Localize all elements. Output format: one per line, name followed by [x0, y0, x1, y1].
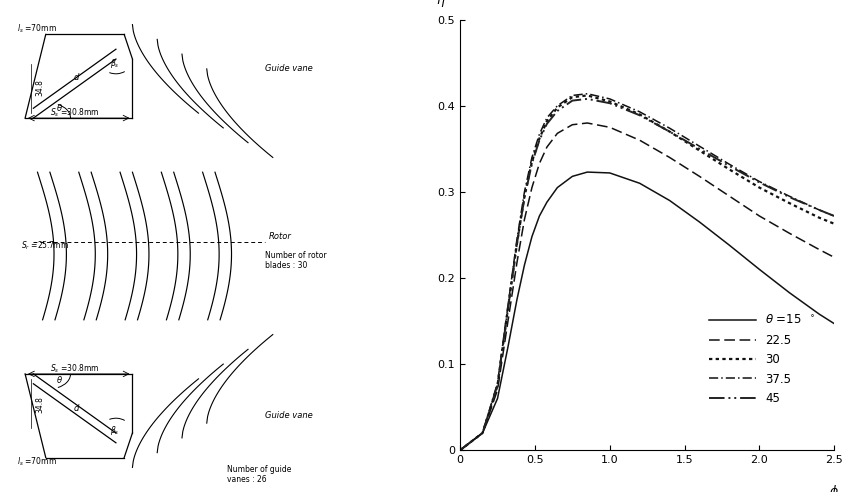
Text: $S_s$ =30.8mm: $S_s$ =30.8mm: [50, 107, 100, 119]
Text: $\eta$: $\eta$: [436, 0, 445, 9]
Text: 34.8: 34.8: [35, 79, 45, 96]
Text: $\beta_s$: $\beta_s$: [110, 57, 120, 70]
Text: $\phi$: $\phi$: [829, 483, 839, 492]
Text: Number of rotor
blades : 30: Number of rotor blades : 30: [265, 251, 326, 270]
Text: Rotor: Rotor: [268, 232, 292, 241]
Text: $\beta_s$: $\beta_s$: [110, 424, 120, 437]
Text: 34.8: 34.8: [35, 396, 45, 413]
Text: $l_s$ =70mm: $l_s$ =70mm: [17, 456, 57, 468]
Text: $\theta$: $\theta$: [56, 374, 63, 385]
Text: $d$: $d$: [72, 402, 80, 413]
Text: $l_s$ =70mm: $l_s$ =70mm: [17, 23, 57, 35]
Text: $S_s$ =30.8mm: $S_s$ =30.8mm: [50, 363, 100, 375]
Legend: $\theta$ =15  $^\circ$, 22.5, 30, 37.5, 45: $\theta$ =15 $^\circ$, 22.5, 30, 37.5, 4…: [704, 309, 820, 410]
Text: Number of guide
vanes : 26: Number of guide vanes : 26: [227, 465, 292, 484]
Text: $S_r$ =25.7mm: $S_r$ =25.7mm: [21, 240, 69, 252]
Text: Guide vane: Guide vane: [265, 64, 312, 73]
Text: Guide vane: Guide vane: [265, 411, 312, 420]
Text: $d$: $d$: [72, 71, 80, 82]
Text: $\theta$: $\theta$: [56, 102, 63, 113]
